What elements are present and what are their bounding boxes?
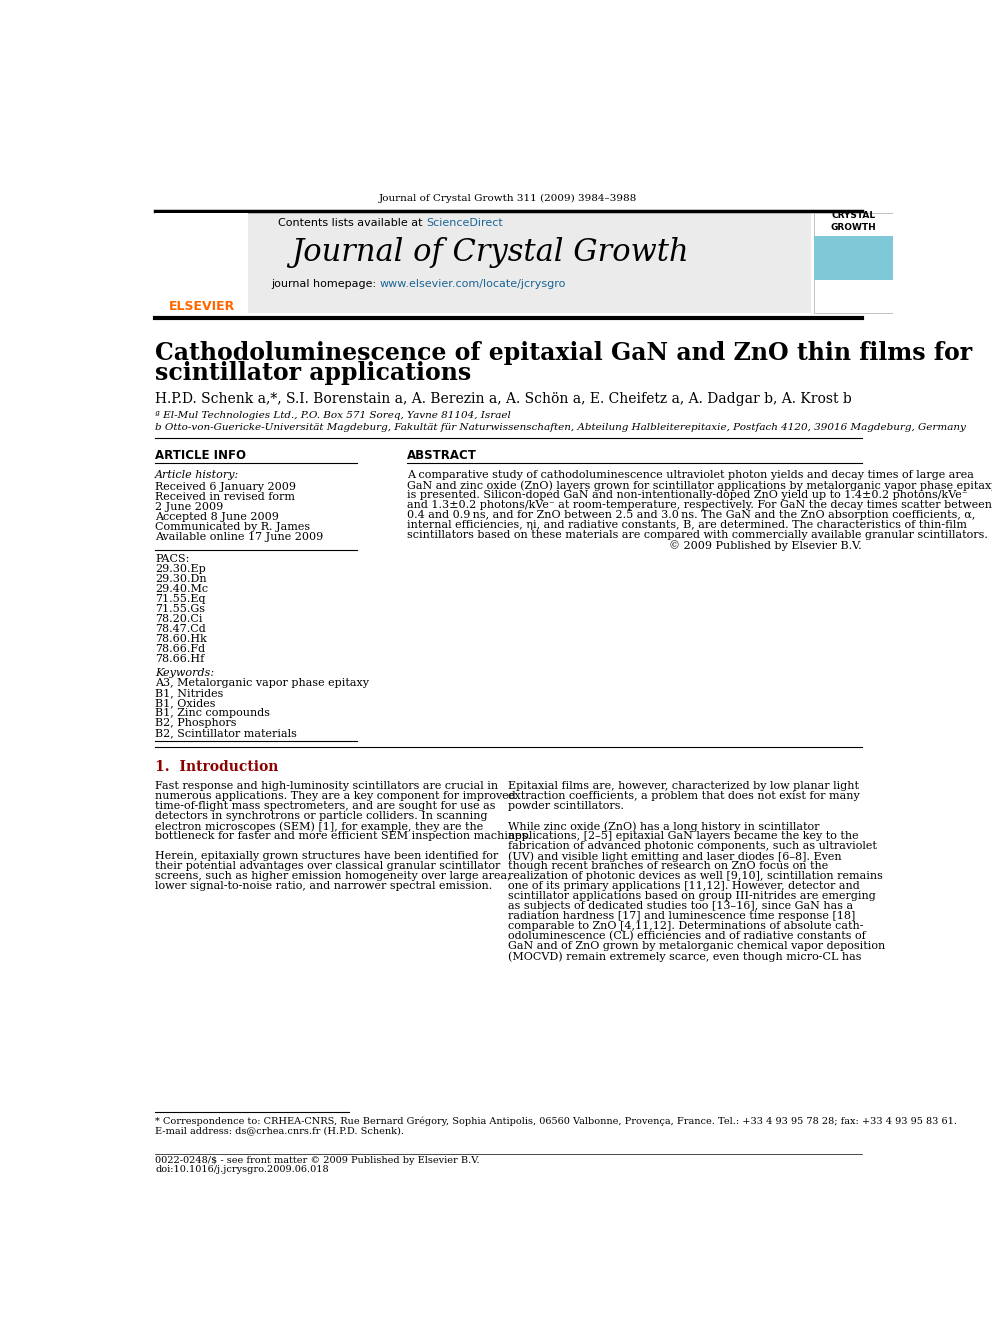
Text: extraction coefficients, a problem that does not exist for many: extraction coefficients, a problem that … [509,791,860,800]
Text: and 1.3±0.2 photons/kVe⁻ at room-temperature, respectively. For GaN the decay ti: and 1.3±0.2 photons/kVe⁻ at room-tempera… [407,500,992,511]
Text: © 2009 Published by Elsevier B.V.: © 2009 Published by Elsevier B.V. [670,540,862,550]
Text: one of its primary applications [11,12]. However, detector and: one of its primary applications [11,12].… [509,881,860,890]
Text: numerous applications. They are a key component for improved: numerous applications. They are a key co… [155,791,516,800]
Text: H.P.D. Schenk a,*, S.I. Borenstain a, A. Berezin a, A. Schön a, E. Cheifetz a, A: H.P.D. Schenk a,*, S.I. Borenstain a, A.… [155,392,852,406]
Text: Communicated by R. James: Communicated by R. James [155,521,310,532]
Text: scintillators based on these materials are compared with commercially available : scintillators based on these materials a… [407,531,988,540]
Text: odoluminescence (CL) efficiencies and of radiative constants of: odoluminescence (CL) efficiencies and of… [509,931,866,942]
Text: 29.40.Mc: 29.40.Mc [155,585,208,594]
Text: 0022-0248/$ - see front matter © 2009 Published by Elsevier B.V.: 0022-0248/$ - see front matter © 2009 Pu… [155,1156,479,1166]
Text: 29.30.Dn: 29.30.Dn [155,574,206,585]
Text: Accepted 8 June 2009: Accepted 8 June 2009 [155,512,279,521]
FancyBboxPatch shape [155,213,248,312]
Text: 29.30.Ep: 29.30.Ep [155,564,205,574]
Text: ARTICLE INFO: ARTICLE INFO [155,450,246,463]
Text: A comparative study of cathodoluminescence ultraviolet photon yields and decay t: A comparative study of cathodoluminescen… [407,470,974,480]
Text: Journal of Crystal Growth: Journal of Crystal Growth [291,237,688,269]
FancyBboxPatch shape [813,235,893,279]
Text: 78.20.Ci: 78.20.Ci [155,614,202,624]
Text: * Correspondence to: CRHEA-CNRS, Rue Bernard Grégory, Sophia Antipolis, 06560 Va: * Correspondence to: CRHEA-CNRS, Rue Ber… [155,1117,957,1126]
Text: scintillator applications: scintillator applications [155,361,471,385]
Text: A3, Metalorganic vapor phase epitaxy: A3, Metalorganic vapor phase epitaxy [155,679,369,688]
Text: realization of photonic devices as well [9,10], scintillation remains: realization of photonic devices as well … [509,871,883,881]
Text: (MOCVD) remain extremely scarce, even though micro-CL has: (MOCVD) remain extremely scarce, even th… [509,951,862,962]
Text: journal homepage:: journal homepage: [271,279,380,290]
Text: Received in revised form: Received in revised form [155,492,295,501]
Text: detectors in synchrotrons or particle colliders. In scanning: detectors in synchrotrons or particle co… [155,811,487,822]
Text: PACS:: PACS: [155,554,189,564]
Text: B1, Oxides: B1, Oxides [155,699,215,708]
Text: their potential advantages over classical granular scintillator: their potential advantages over classica… [155,861,500,871]
Text: While zinc oxide (ZnO) has a long history in scintillator: While zinc oxide (ZnO) has a long histor… [509,822,820,832]
Text: 78.60.Hk: 78.60.Hk [155,634,207,644]
Text: as subjects of dedicated studies too [13–16], since GaN has a: as subjects of dedicated studies too [13… [509,901,853,912]
Text: is presented. Silicon-doped GaN and non-intentionally-doped ZnO yield up to 1.4±: is presented. Silicon-doped GaN and non-… [407,491,967,500]
Text: 0.4 and 0.9 ns, and for ZnO between 2.5 and 3.0 ns. The GaN and the ZnO absorpti: 0.4 and 0.9 ns, and for ZnO between 2.5 … [407,511,975,520]
Text: bottleneck for faster and more efficient SEM inspection machines.: bottleneck for faster and more efficient… [155,831,531,841]
Text: Contents lists available at: Contents lists available at [278,218,427,229]
Text: radiation hardness [17] and luminescence time response [18]: radiation hardness [17] and luminescence… [509,912,856,921]
Text: 78.66.Hf: 78.66.Hf [155,655,204,664]
Text: powder scintillators.: powder scintillators. [509,800,624,811]
Text: CRYSTAL
GROWTH: CRYSTAL GROWTH [830,212,876,233]
Text: time-of-flight mass spectrometers, and are sought for use as: time-of-flight mass spectrometers, and a… [155,800,495,811]
Text: E-mail address: ds@crhea.cnrs.fr (H.P.D. Schenk).: E-mail address: ds@crhea.cnrs.fr (H.P.D.… [155,1126,404,1135]
Text: though recent branches of research on ZnO focus on the: though recent branches of research on Zn… [509,861,828,871]
Text: electron microscopes (SEM) [1], for example, they are the: electron microscopes (SEM) [1], for exam… [155,822,483,832]
Text: Herein, epitaxially grown structures have been identified for: Herein, epitaxially grown structures hav… [155,851,498,861]
Text: B1, Zinc compounds: B1, Zinc compounds [155,708,270,718]
Text: doi:10.1016/j.jcrysgro.2009.06.018: doi:10.1016/j.jcrysgro.2009.06.018 [155,1166,328,1175]
FancyBboxPatch shape [169,213,810,312]
Text: ABSTRACT: ABSTRACT [407,450,477,463]
Text: Journal of Crystal Growth 311 (2009) 3984–3988: Journal of Crystal Growth 311 (2009) 398… [379,194,638,204]
Text: 71.55.Eq: 71.55.Eq [155,594,205,605]
Text: 2 June 2009: 2 June 2009 [155,501,223,512]
Text: Epitaxial films are, however, characterized by low planar light: Epitaxial films are, however, characteri… [509,781,859,791]
Text: Cathodoluminescence of epitaxial GaN and ZnO thin films for: Cathodoluminescence of epitaxial GaN and… [155,341,972,365]
Text: ª El-Mul Technologies Ltd., P.O. Box 571 Soreq, Yavne 81104, Israel: ª El-Mul Technologies Ltd., P.O. Box 571… [155,411,511,421]
Text: GaN and zinc oxide (ZnO) layers grown for scintillator applications by metalorga: GaN and zinc oxide (ZnO) layers grown fo… [407,480,992,491]
Text: screens, such as higher emission homogeneity over large area,: screens, such as higher emission homogen… [155,871,511,881]
Text: ScienceDirect: ScienceDirect [427,218,503,229]
Text: 78.66.Fd: 78.66.Fd [155,644,205,655]
Text: ELSEVIER: ELSEVIER [169,300,235,314]
Text: 78.47.Cd: 78.47.Cd [155,624,205,634]
Text: b Otto-von-Guericke-Universität Magdeburg, Fakultät für Naturwissenschaften, Abt: b Otto-von-Guericke-Universität Magdebur… [155,423,966,433]
Text: 1.  Introduction: 1. Introduction [155,759,279,774]
Text: scintillator applications based on group III-nitrides are emerging: scintillator applications based on group… [509,890,876,901]
Text: GaN and of ZnO grown by metalorganic chemical vapor deposition: GaN and of ZnO grown by metalorganic che… [509,941,886,951]
Text: applications, [2–5] epitaxial GaN layers became the key to the: applications, [2–5] epitaxial GaN layers… [509,831,859,841]
Text: comparable to ZnO [4,11,12]. Determinations of absolute cath-: comparable to ZnO [4,11,12]. Determinati… [509,921,864,931]
Text: lower signal-to-noise ratio, and narrower spectral emission.: lower signal-to-noise ratio, and narrowe… [155,881,492,890]
Text: B2, Phosphors: B2, Phosphors [155,718,236,728]
Text: Keywords:: Keywords: [155,668,214,679]
Text: (UV) and visible light emitting and laser diodes [6–8]. Even: (UV) and visible light emitting and lase… [509,851,842,861]
FancyBboxPatch shape [813,213,893,312]
Text: Received 6 January 2009: Received 6 January 2009 [155,482,296,492]
Text: Fast response and high-luminosity scintillators are crucial in: Fast response and high-luminosity scinti… [155,781,498,791]
Text: Available online 17 June 2009: Available online 17 June 2009 [155,532,323,542]
Text: B2, Scintillator materials: B2, Scintillator materials [155,728,297,738]
Text: www.elsevier.com/locate/jcrysgro: www.elsevier.com/locate/jcrysgro [380,279,566,290]
Text: 71.55.Gs: 71.55.Gs [155,605,205,614]
Text: B1, Nitrides: B1, Nitrides [155,688,223,699]
Text: internal efficiencies, ηi, and radiative constants, B, are determined. The chara: internal efficiencies, ηi, and radiative… [407,520,967,531]
Text: fabrication of advanced photonic components, such as ultraviolet: fabrication of advanced photonic compone… [509,841,877,851]
Text: Article history:: Article history: [155,470,239,480]
